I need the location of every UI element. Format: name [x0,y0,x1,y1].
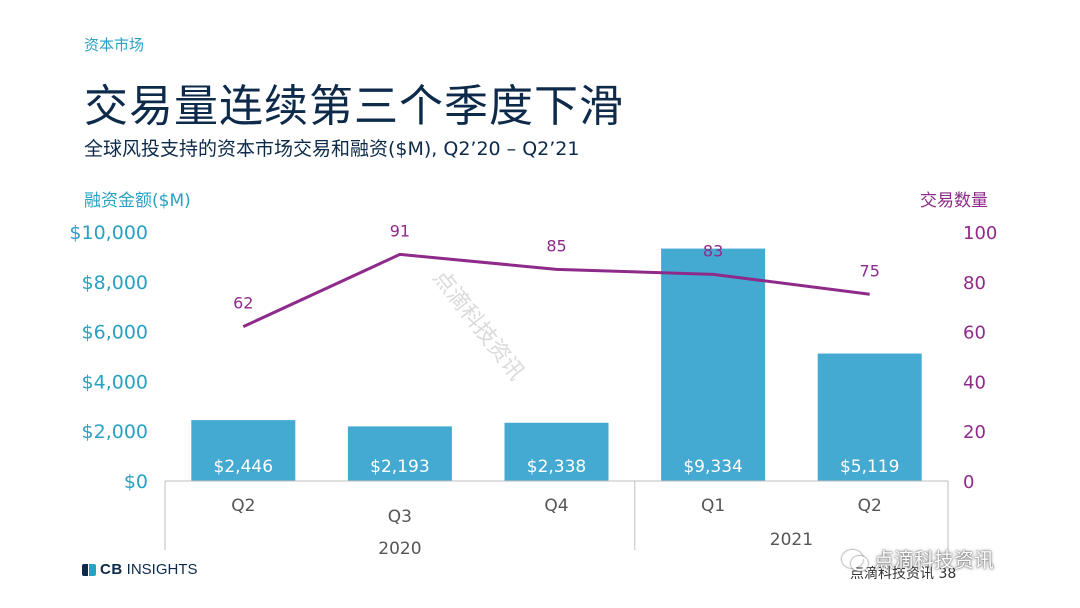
cb-logo-icon [82,563,96,576]
section-label: 资本市场 [84,36,145,54]
left-axis-title: 融资金额($M) [84,191,191,211]
x-tick-label: Q2 [858,496,882,516]
x-tick-label: Q2 [231,496,255,516]
x-tick-label: Q3 [388,507,412,527]
right-tick-label: 20 [963,422,986,443]
left-tick-label: $4,000 [82,371,148,393]
bar-data-label: $9,334 [683,457,742,477]
left-tick-label: $8,000 [82,272,148,294]
bar-data-label: $2,338 [527,457,586,477]
brand-suffix: INSIGHTS [126,561,198,578]
wechat-icon [842,548,868,571]
group-label: 2021 [770,530,813,550]
bar-data-label: $5,119 [840,457,899,477]
line-data-label: 75 [860,261,880,280]
chart-subtitle: 全球风投支持的资本市场交易和融资($M), Q2’20 – Q2’21 [84,138,580,160]
right-tick-label: 80 [963,273,986,294]
bar [347,426,452,481]
series-line [242,252,870,328]
left-tick-label: $2,000 [82,421,148,443]
line-data-label: 91 [390,221,410,240]
x-tick-label: Q4 [544,496,568,516]
group-label: 2020 [378,539,421,559]
line-data-label: 62 [233,294,253,313]
footer-source: 点滴科技资讯 38 [850,563,956,583]
right-tick-label: 100 [963,223,997,244]
left-tick-label: $0 [124,471,148,493]
right-axis-title: 交易数量 [920,191,988,211]
left-tick-label: $10,000 [69,222,148,244]
page-number: 38 [938,566,957,582]
x-tick-label: Q1 [701,496,725,516]
line-data-label: 83 [703,241,723,260]
badge-text: 点滴科技资讯 [874,548,994,572]
right-tick-label: 60 [963,323,986,344]
right-tick-label: 0 [963,472,974,493]
brand-prefix: CB [100,561,123,578]
brand-logo: CB INSIGHTS [82,561,198,578]
line-data-label: 85 [546,236,566,255]
footer-source-text: 点滴科技资讯 [850,566,934,582]
left-tick-label: $6,000 [82,322,148,344]
bar-data-label: $2,193 [370,457,429,477]
bar [817,353,922,481]
bar [191,420,296,481]
page-title: 交易量连续第三个季度下滑 [84,81,624,132]
right-tick-label: 40 [963,372,986,393]
wechat-watermark-badge: 点滴科技资讯 [842,544,994,573]
bar-data-label: $2,446 [214,457,273,477]
bar [661,248,766,481]
bar [504,422,609,481]
